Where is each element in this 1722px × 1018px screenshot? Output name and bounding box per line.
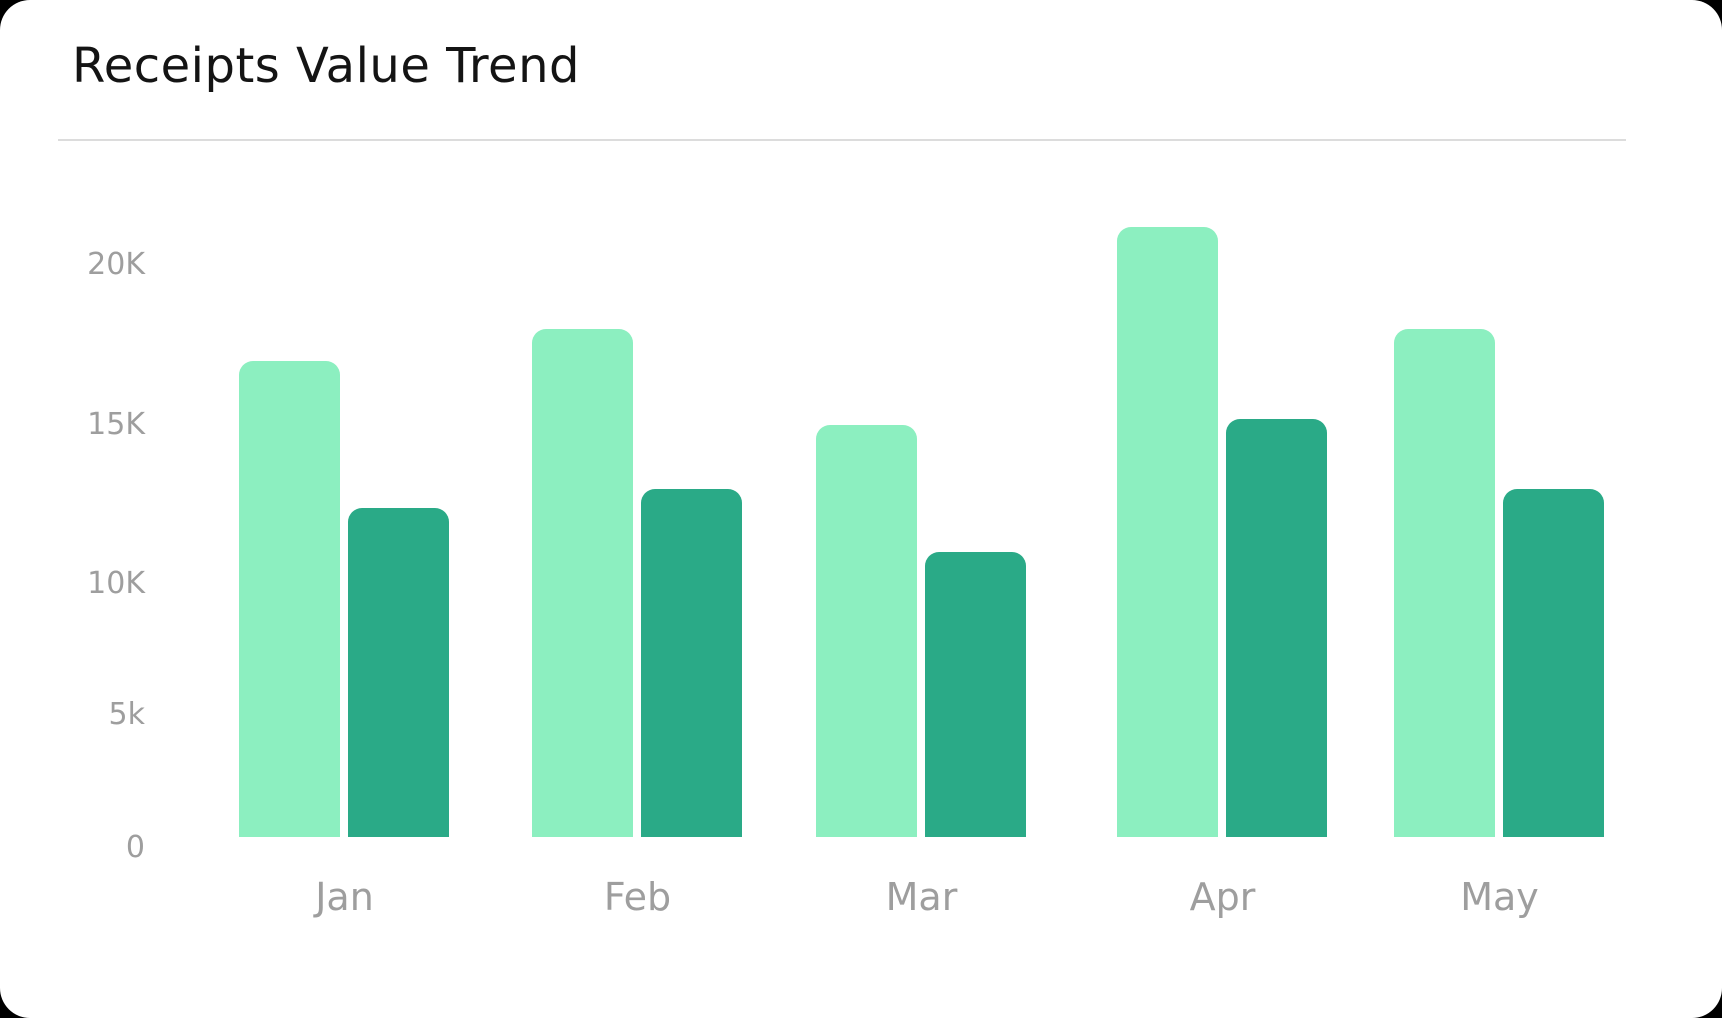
y-axis-label-15k: 15K [87, 407, 145, 442]
x-axis-label-apr: Apr [1189, 875, 1256, 919]
bar-apr-light[interactable] [1117, 226, 1218, 837]
bar-jan-dark[interactable] [348, 507, 449, 837]
x-axis-label-jan: Jan [315, 875, 374, 919]
bar-may-dark[interactable] [1503, 488, 1604, 837]
x-axis-label-may: May [1460, 875, 1539, 919]
bar-mar-light[interactable] [816, 425, 917, 837]
bar-mar-dark[interactable] [925, 552, 1026, 837]
bar-apr-dark[interactable] [1226, 418, 1327, 837]
x-axis-label-feb: Feb [603, 875, 672, 919]
title-divider [58, 139, 1626, 141]
y-axis-label-10k: 10K [87, 566, 145, 601]
bar-feb-light[interactable] [532, 329, 633, 837]
y-axis-label-20k: 20K [87, 247, 145, 282]
y-axis-label-0: 0 [125, 830, 145, 865]
bar-jan-light[interactable] [239, 361, 340, 837]
x-axis-label-mar: Mar [885, 875, 958, 919]
chart-title: Receipts Value Trend [72, 38, 580, 94]
bar-feb-dark[interactable] [641, 488, 742, 837]
y-axis-label-5k: 5k [108, 697, 145, 732]
bar-may-light[interactable] [1394, 329, 1495, 837]
